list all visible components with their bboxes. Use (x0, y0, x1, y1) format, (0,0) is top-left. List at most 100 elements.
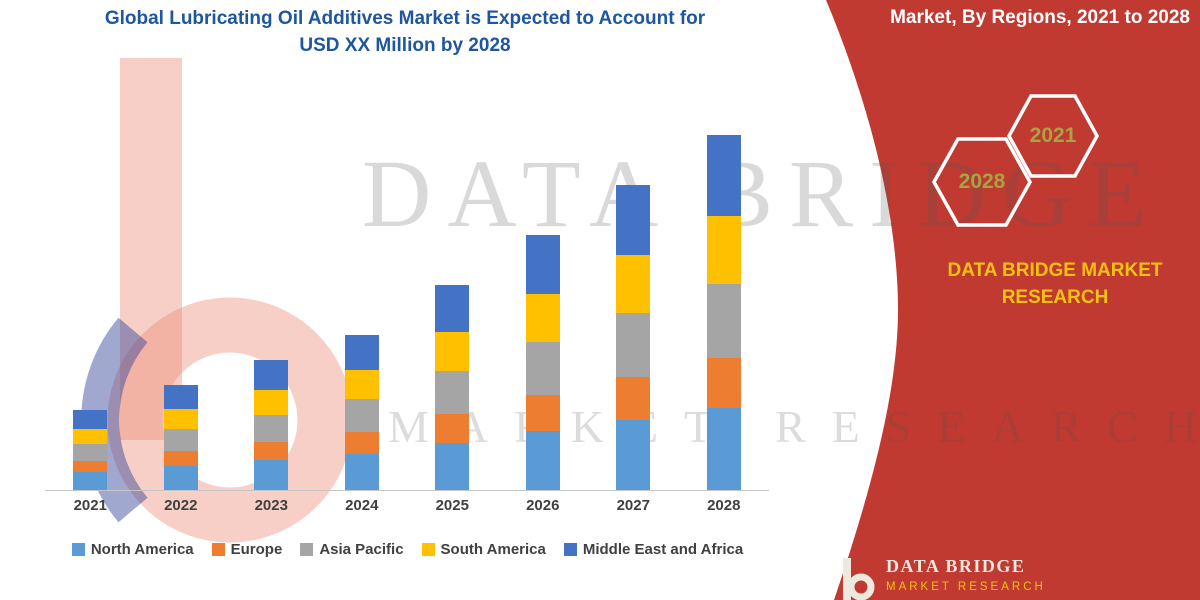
x-axis-label: 2028 (707, 497, 741, 514)
bar-segment-middle-east-and-africa (163, 385, 198, 409)
brand-name-line2: RESEARCH (1001, 287, 1109, 308)
bar-stack (435, 285, 470, 490)
bar-segment-north-america (525, 431, 560, 490)
bar-stack (254, 360, 289, 490)
bar-segment-middle-east-and-africa (344, 335, 379, 370)
bar-segment-asia-pacific (525, 342, 560, 395)
legend-item-north-america: North America (71, 541, 194, 558)
bar-segment-asia-pacific (435, 371, 470, 414)
bar-segment-south-america (616, 255, 651, 313)
x-axis-label: 2021 (73, 497, 107, 514)
x-axis-labels: 2021 2022 2023 2024 2025 2026 2027 2028 (45, 497, 769, 514)
bar-stack (706, 135, 741, 490)
bar-segment-europe (163, 451, 198, 466)
chart-title: Global Lubricating Oil Additives Market … (60, 5, 750, 59)
legend-item-south-america: South America (421, 541, 546, 558)
bar-stack (616, 185, 651, 490)
legend-label: Europe (230, 541, 283, 558)
legend-swatch (563, 543, 577, 556)
hexagon-year-2028: 2028 (958, 170, 1006, 193)
bar-segment-north-america (163, 466, 198, 490)
bar-segment-europe (616, 377, 651, 420)
legend-label: North America (90, 541, 194, 558)
bar-segment-europe (435, 414, 470, 443)
data-bridge-b-logo-watermark (81, 58, 353, 543)
legend-label: Middle East and Africa (582, 541, 744, 558)
bar-segment-asia-pacific (254, 415, 289, 442)
bar-column-2022 (136, 134, 227, 490)
x-axis-label: 2026 (526, 497, 560, 514)
bar-segment-middle-east-and-africa (706, 135, 741, 216)
legend-swatch (300, 543, 314, 556)
footer-logo: DATA BRIDGE MARKET RESEARCH (840, 556, 1046, 600)
bar-segment-north-america (435, 443, 470, 490)
bar-segment-north-america (706, 408, 741, 490)
bar-segment-middle-east-and-africa (616, 185, 651, 255)
bar-stack (344, 335, 379, 490)
hexagon-2021 (1007, 94, 1099, 178)
brand-name-line1: DATA BRIDGE MARKET (947, 260, 1163, 281)
bar-segment-south-america (73, 429, 108, 444)
bar-segment-europe (73, 461, 108, 472)
bar-segment-north-america (616, 420, 651, 490)
bar-segment-asia-pacific (163, 429, 198, 451)
bar-stack (525, 235, 560, 490)
legend-swatch (211, 543, 225, 556)
bar-segment-europe (344, 432, 379, 454)
bar-column-2025 (407, 134, 498, 490)
bar-segment-north-america (344, 454, 379, 490)
x-axis-label: 2027 (616, 497, 650, 514)
hexagon-2028 (931, 137, 1033, 227)
x-axis-label: 2022 (164, 497, 198, 514)
year-hexagons (931, 94, 1099, 227)
bar-segment-south-america (254, 390, 289, 415)
bar-segment-asia-pacific (616, 313, 651, 377)
bar-column-2028 (679, 134, 770, 490)
bar-column-2027 (588, 134, 679, 490)
red-side-panel-shape (826, 0, 1200, 600)
bar-column-2026 (498, 134, 589, 490)
legend-swatch (421, 543, 435, 556)
legend-label: South America (440, 541, 546, 558)
legend-item-europe: Europe (211, 541, 283, 558)
bar-segment-south-america (435, 332, 470, 371)
chart-title-line1: Global Lubricating Oil Additives Market … (104, 8, 706, 29)
bar-stack (163, 385, 198, 490)
bar-segment-europe (706, 358, 741, 408)
chart-legend: North America Europe Asia Pacific South Ame… (30, 541, 785, 558)
legend-item-middle-east-and-africa: Middle East and Africa (563, 541, 744, 558)
bar-segment-middle-east-and-africa (435, 285, 470, 332)
footer-logo-text: DATA BRIDGE MARKET RESEARCH (886, 556, 1046, 593)
bar-segment-middle-east-and-africa (525, 235, 560, 294)
footer-brand-name: DATA BRIDGE (886, 556, 1026, 576)
hexagon-year-2021: 2021 (1029, 124, 1077, 147)
legend-label: Asia Pacific (319, 541, 404, 558)
watermark-line2: MARKET RESEARCH (388, 401, 1200, 452)
x-axis-label: 2023 (254, 497, 288, 514)
bar-stack (73, 410, 108, 490)
bar-column-2021 (45, 134, 136, 490)
bar-segment-south-america (163, 409, 198, 429)
bar-segment-middle-east-and-africa (254, 360, 289, 390)
brand-name: DATA BRIDGE MARKET RESEARCH (915, 257, 1195, 311)
stacked-bar-chart (45, 134, 769, 491)
bar-segment-europe (254, 442, 289, 460)
x-axis-label: 2024 (345, 497, 379, 514)
bar-segment-asia-pacific (344, 399, 379, 432)
chart-title-line2: USD XX Million by 2028 (299, 35, 511, 56)
bar-segment-south-america (706, 216, 741, 284)
legend-item-asia-pacific: Asia Pacific (300, 541, 404, 558)
bar-segment-middle-east-and-africa (73, 410, 108, 429)
bar-column-2024 (317, 134, 408, 490)
bar-segment-asia-pacific (706, 284, 741, 358)
bar-segment-north-america (254, 460, 289, 490)
bar-segment-asia-pacific (73, 444, 108, 461)
panel-heading: Market, By Regions, 2021 to 2028 (890, 7, 1190, 28)
bar-segment-europe (525, 395, 560, 431)
footer-brand-tagline: MARKET RESEARCH (886, 581, 1046, 593)
bar-segment-north-america (73, 472, 108, 490)
data-bridge-logo-icon (843, 558, 875, 600)
bar-column-2023 (226, 134, 317, 490)
